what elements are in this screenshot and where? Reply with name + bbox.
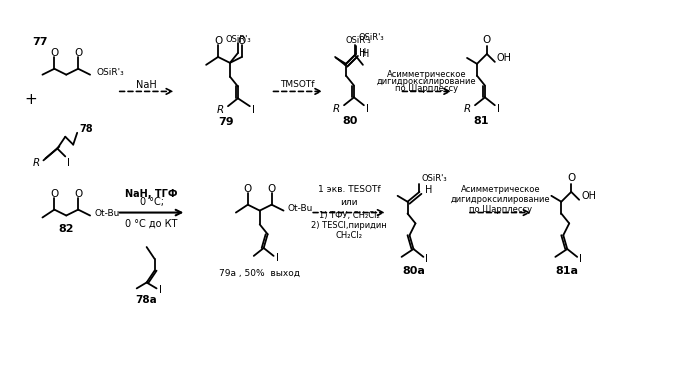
Text: NaH: NaH xyxy=(136,79,157,89)
Text: I: I xyxy=(158,285,161,296)
Text: R: R xyxy=(463,104,471,114)
Text: I: I xyxy=(252,105,255,115)
Text: H: H xyxy=(359,48,366,58)
Text: 79: 79 xyxy=(218,117,234,127)
Text: 81a: 81a xyxy=(556,266,579,276)
Text: O: O xyxy=(483,35,491,45)
Text: дигидроксилирование: дигидроксилирование xyxy=(376,77,476,86)
Text: I: I xyxy=(67,158,70,168)
Text: O: O xyxy=(238,36,246,46)
Text: OSiR'₃: OSiR'₃ xyxy=(359,33,385,42)
Text: 0 °C;: 0 °C; xyxy=(140,197,163,207)
Text: I: I xyxy=(579,254,582,264)
Text: OH: OH xyxy=(497,53,512,63)
Text: TMSOTf: TMSOTf xyxy=(280,80,315,89)
Text: CH₂Cl₂: CH₂Cl₂ xyxy=(336,231,362,240)
Text: OSiR'₃: OSiR'₃ xyxy=(225,35,251,44)
Text: или: или xyxy=(340,198,358,207)
Text: 80a: 80a xyxy=(402,266,425,276)
Text: OSiR'₃: OSiR'₃ xyxy=(422,174,447,183)
Text: 77: 77 xyxy=(33,37,48,47)
Text: Ot-Bu: Ot-Bu xyxy=(288,204,313,213)
Text: по Шарплессу: по Шарплессу xyxy=(469,205,533,214)
Text: I: I xyxy=(497,104,500,114)
Text: 0 °C до КТ: 0 °C до КТ xyxy=(126,218,178,229)
Text: O: O xyxy=(214,36,222,46)
Text: I: I xyxy=(276,253,279,263)
Text: O: O xyxy=(567,173,575,183)
Text: I: I xyxy=(366,104,369,114)
Text: 79a , 50%  выход: 79a , 50% выход xyxy=(219,269,300,278)
Text: R: R xyxy=(32,158,40,168)
Text: O: O xyxy=(50,189,59,199)
Text: +: + xyxy=(24,92,37,107)
Text: NaH, ТГФ: NaH, ТГФ xyxy=(126,189,178,199)
Text: Асимметрическое: Асимметрическое xyxy=(387,70,466,79)
Text: O: O xyxy=(50,48,59,58)
Text: 1 экв. TESOTf: 1 экв. TESOTf xyxy=(318,185,380,194)
Text: 80: 80 xyxy=(342,116,357,126)
Text: по Шарплессу: по Шарплессу xyxy=(395,84,458,93)
Text: H: H xyxy=(425,185,433,195)
Text: OSiR'₃: OSiR'₃ xyxy=(96,68,124,77)
Text: O: O xyxy=(267,184,276,194)
Text: O: O xyxy=(74,48,82,58)
Text: H: H xyxy=(362,49,369,59)
Text: 81: 81 xyxy=(473,116,489,126)
Text: 82: 82 xyxy=(59,224,74,234)
Text: 1) ТФУ, CH₂Cl₂: 1) ТФУ, CH₂Cl₂ xyxy=(318,211,380,220)
Text: O: O xyxy=(244,184,252,194)
Text: 78: 78 xyxy=(79,124,93,134)
Text: Асимметрическое: Асимметрическое xyxy=(461,185,540,194)
Text: O: O xyxy=(74,189,82,199)
Text: 2) TESCl,пиридин: 2) TESCl,пиридин xyxy=(311,221,387,230)
Text: OH: OH xyxy=(581,191,596,201)
Text: Ot-Bu: Ot-Bu xyxy=(94,209,119,218)
Text: R: R xyxy=(333,104,340,114)
Text: R: R xyxy=(217,105,224,115)
Text: дигидроксилирование: дигидроксилирование xyxy=(451,195,551,204)
Text: I: I xyxy=(425,254,429,264)
Text: OSiR'₃: OSiR'₃ xyxy=(345,36,371,45)
Text: 78a: 78a xyxy=(135,295,158,305)
